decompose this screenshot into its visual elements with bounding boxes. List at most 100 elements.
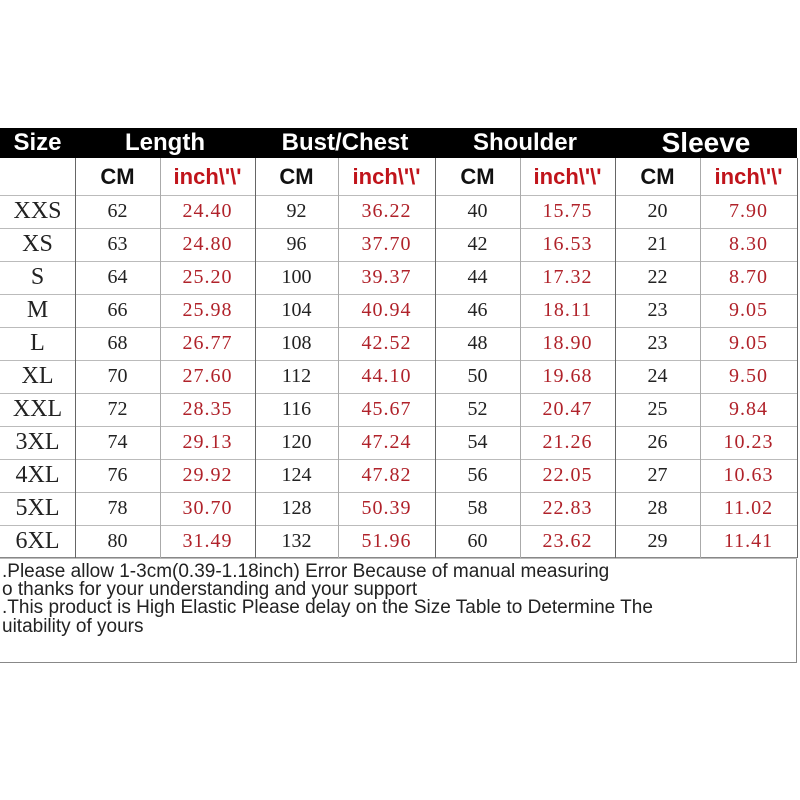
value-cell: 72 [107, 398, 128, 420]
value-cell: 78 [107, 497, 128, 519]
value-cell: 44.10 [361, 365, 412, 387]
value-cell: 42.52 [361, 332, 412, 354]
column-line [338, 158, 339, 558]
value-cell: 16.53 [542, 233, 593, 255]
header-group: Sleeve [615, 127, 797, 158]
header-group: Bust/Chest [255, 128, 435, 158]
value-cell: 18.90 [542, 332, 593, 354]
value-cell: 8.30 [729, 233, 768, 255]
value-cell: 128 [281, 497, 312, 519]
row-line [0, 492, 797, 493]
value-cell: 29.13 [182, 431, 233, 453]
size-label: 6XL [15, 528, 60, 554]
value-cell: 63 [107, 233, 128, 255]
note-line: .This product is High Elastic Please del… [2, 597, 653, 618]
row-line [0, 360, 797, 361]
value-cell: 10.23 [723, 431, 774, 453]
value-cell: 25 [647, 398, 668, 420]
size-label: XS [22, 231, 53, 257]
value-cell: 96 [286, 233, 307, 255]
value-cell: 92 [286, 200, 307, 222]
value-cell: 23 [647, 299, 668, 321]
row-line [0, 327, 797, 328]
unit-label: inch\'\' [173, 163, 242, 189]
row-line [0, 228, 797, 229]
value-cell: 23 [647, 332, 668, 354]
value-cell: 108 [281, 332, 312, 354]
value-cell: 58 [467, 497, 488, 519]
value-cell: 112 [281, 365, 312, 387]
value-cell: 124 [281, 464, 312, 486]
note-line: .Please allow 1-3cm(0.39-1.18inch) Error… [2, 561, 610, 582]
value-cell: 27.60 [182, 365, 233, 387]
value-cell: 9.05 [729, 332, 768, 354]
value-cell: 22.05 [542, 464, 593, 486]
value-cell: 11.41 [723, 530, 774, 552]
value-cell: 104 [281, 299, 312, 321]
value-cell: 51.96 [361, 530, 412, 552]
size-label: XL [21, 363, 54, 389]
value-cell: 60 [467, 530, 488, 552]
value-cell: 7.90 [729, 200, 768, 222]
value-cell: 18.11 [542, 299, 593, 321]
row-line [0, 558, 797, 559]
value-cell: 23.62 [542, 530, 593, 552]
value-cell: 11.02 [723, 497, 774, 519]
value-cell: 29 [647, 530, 668, 552]
value-cell: 19.68 [542, 365, 593, 387]
value-cell: 8.70 [729, 266, 768, 288]
value-cell: 20.47 [542, 398, 593, 420]
unit-label: CM [640, 163, 675, 189]
size-label: 5XL [15, 495, 60, 521]
value-cell: 25.20 [182, 266, 233, 288]
row-line [0, 393, 797, 394]
value-cell: 56 [467, 464, 488, 486]
value-cell: 40 [467, 200, 488, 222]
header-size: Size [0, 128, 75, 158]
value-cell: 36.22 [361, 200, 412, 222]
value-cell: 45.67 [361, 398, 412, 420]
value-cell: 42 [467, 233, 488, 255]
size-label: XXS [13, 198, 62, 224]
unit-label: inch\'\' [533, 163, 602, 189]
value-cell: 74 [107, 431, 128, 453]
value-cell: 24.40 [182, 200, 233, 222]
value-cell: 54 [467, 431, 488, 453]
value-cell: 9.84 [729, 398, 768, 420]
value-cell: 28.35 [182, 398, 233, 420]
value-cell: 20 [647, 200, 668, 222]
value-cell: 80 [107, 530, 128, 552]
value-cell: 26.77 [182, 332, 233, 354]
value-cell: 17.32 [542, 266, 593, 288]
size-label: 3XL [15, 429, 60, 455]
size-label: S [30, 264, 45, 290]
value-cell: 9.50 [729, 365, 768, 387]
value-cell: 50.39 [361, 497, 412, 519]
row-line [0, 525, 797, 526]
size-label: 4XL [15, 462, 60, 488]
value-cell: 44 [467, 266, 488, 288]
value-cell: 116 [281, 398, 312, 420]
row-line [0, 459, 797, 460]
value-cell: 47.82 [361, 464, 412, 486]
note-line: uitability of yours [2, 616, 144, 637]
header-group: Length [75, 128, 255, 158]
value-cell: 28 [647, 497, 668, 519]
value-cell: 48 [467, 332, 488, 354]
value-cell: 120 [281, 431, 312, 453]
value-cell: 24 [647, 365, 668, 387]
value-cell: 10.63 [723, 464, 774, 486]
column-line [700, 158, 701, 558]
unit-label: CM [279, 163, 314, 189]
size-label: L [30, 330, 45, 356]
value-cell: 52 [467, 398, 488, 420]
value-cell: 31.49 [182, 530, 233, 552]
note-line: o thanks for your understanding and your… [2, 579, 418, 600]
value-cell: 9.05 [729, 299, 768, 321]
row-line [0, 294, 797, 295]
value-cell: 62 [107, 200, 128, 222]
value-cell: 21 [647, 233, 668, 255]
row-line [0, 261, 797, 262]
column-line [797, 158, 798, 558]
